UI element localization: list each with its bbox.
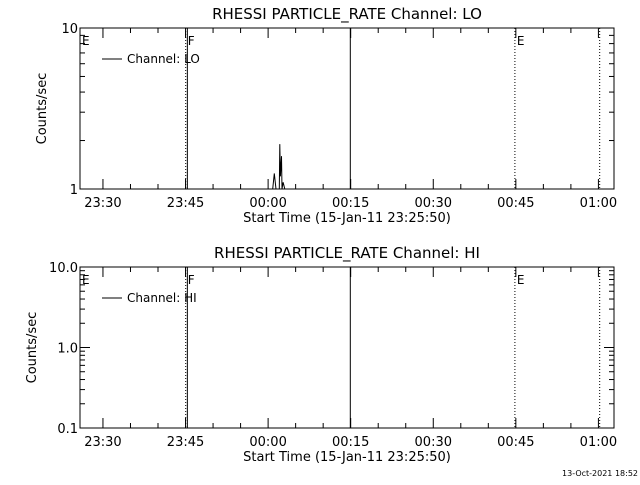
marker-label: E xyxy=(82,34,90,48)
x-tick-label: 00:45 xyxy=(497,196,534,211)
y-tick-label: 1 xyxy=(70,183,78,198)
plot-frame xyxy=(79,27,615,190)
x-tick-label: 23:45 xyxy=(167,196,204,211)
y-tick-label: 10.0 xyxy=(49,261,78,276)
x-tick-label: 23:30 xyxy=(84,435,121,450)
x-tick-label: 01:00 xyxy=(580,196,617,211)
chart-title: RHESSI PARTICLE_RATE Channel: HI xyxy=(214,244,480,263)
x-tick-label: 00:30 xyxy=(415,196,452,211)
x-tick-label: 23:45 xyxy=(167,435,204,450)
legend-label: Channel: HI xyxy=(127,291,197,305)
marker-label: F xyxy=(188,273,195,287)
y-tick-label: 1.0 xyxy=(57,342,78,357)
y-tick-label: 0.1 xyxy=(57,422,78,437)
x-tick-label: 23:30 xyxy=(84,196,121,211)
x-axis-label: Start Time (15-Jan-11 23:25:50) xyxy=(243,450,451,465)
legend-label: Channel: LO xyxy=(127,52,200,66)
x-axis-label: Start Time (15-Jan-11 23:25:50) xyxy=(243,211,451,226)
x-tick-label: 00:45 xyxy=(497,435,534,450)
x-tick-label: 00:00 xyxy=(249,435,286,450)
y-axis-label: Counts/sec xyxy=(25,312,40,384)
x-tick-label: 00:30 xyxy=(415,435,452,450)
x-tick-label: 00:00 xyxy=(249,196,286,211)
y-tick-label: 10 xyxy=(61,22,78,37)
marker-label: E xyxy=(82,273,90,287)
x-tick-label: 01:00 xyxy=(580,435,617,450)
timestamp-label: 13-Oct-2021 18:52 xyxy=(562,469,638,478)
marker-label: F xyxy=(188,34,195,48)
x-tick-label: 00:15 xyxy=(332,435,369,450)
series-line xyxy=(268,144,286,190)
x-tick-label: 00:15 xyxy=(332,196,369,211)
marker-label: E xyxy=(517,34,525,48)
chart-title: RHESSI PARTICLE_RATE Channel: LO xyxy=(212,5,482,24)
marker-label: E xyxy=(517,273,525,287)
y-axis-label: Counts/sec xyxy=(35,73,50,145)
